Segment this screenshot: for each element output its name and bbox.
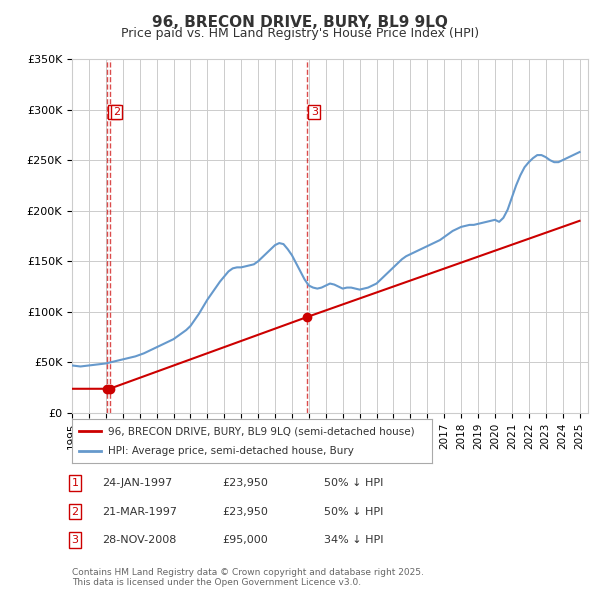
Text: 21-MAR-1997: 21-MAR-1997 <box>102 507 177 516</box>
Text: 2: 2 <box>71 507 79 516</box>
Text: £23,950: £23,950 <box>222 478 268 488</box>
Text: 96, BRECON DRIVE, BURY, BL9 9LQ (semi-detached house): 96, BRECON DRIVE, BURY, BL9 9LQ (semi-de… <box>108 427 415 436</box>
Text: 34% ↓ HPI: 34% ↓ HPI <box>324 535 383 545</box>
Text: 1: 1 <box>71 478 79 488</box>
Text: 50% ↓ HPI: 50% ↓ HPI <box>324 507 383 516</box>
Text: 1: 1 <box>110 107 118 117</box>
Text: £23,950: £23,950 <box>222 507 268 516</box>
Text: 50% ↓ HPI: 50% ↓ HPI <box>324 478 383 488</box>
Text: £95,000: £95,000 <box>222 535 268 545</box>
Text: 3: 3 <box>71 535 79 545</box>
Text: Contains HM Land Registry data © Crown copyright and database right 2025.
This d: Contains HM Land Registry data © Crown c… <box>72 568 424 587</box>
Text: 96, BRECON DRIVE, BURY, BL9 9LQ: 96, BRECON DRIVE, BURY, BL9 9LQ <box>152 15 448 30</box>
Text: 3: 3 <box>311 107 318 117</box>
Text: 28-NOV-2008: 28-NOV-2008 <box>102 535 176 545</box>
Text: 2: 2 <box>113 107 120 117</box>
Text: HPI: Average price, semi-detached house, Bury: HPI: Average price, semi-detached house,… <box>108 446 354 455</box>
Text: Price paid vs. HM Land Registry's House Price Index (HPI): Price paid vs. HM Land Registry's House … <box>121 27 479 40</box>
Text: 24-JAN-1997: 24-JAN-1997 <box>102 478 172 488</box>
